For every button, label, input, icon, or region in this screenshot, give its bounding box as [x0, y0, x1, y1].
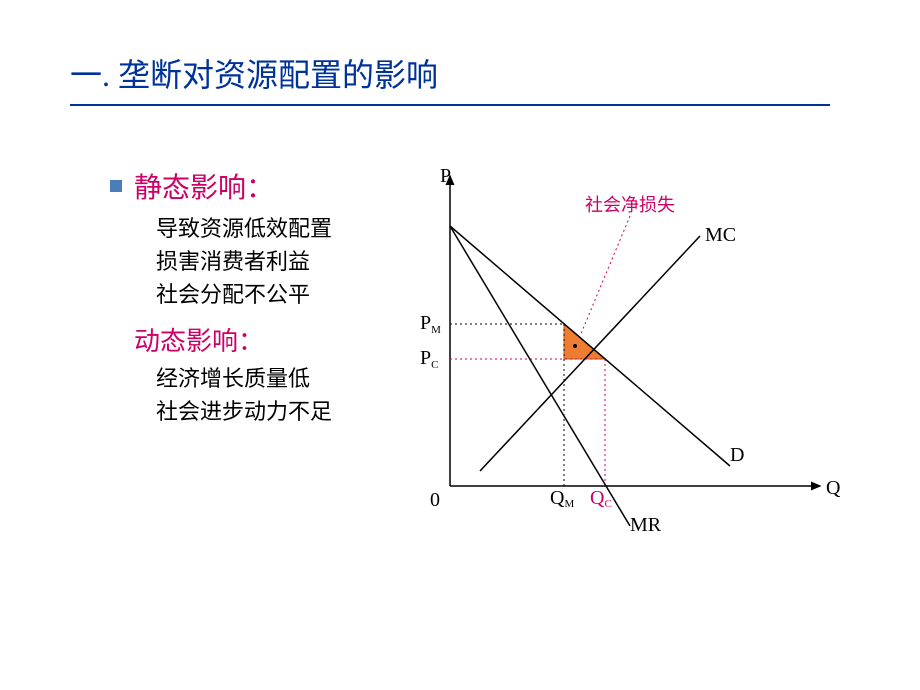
- dwl-label: 社会净损失: [585, 195, 675, 215]
- mc-label: MC: [705, 224, 736, 246]
- dynamic-line: 经济增长质量低: [156, 362, 380, 395]
- d-label: D: [730, 444, 744, 466]
- demand-curve: [450, 226, 730, 466]
- content: 静态影响： 导致资源低效配置 损害消费者利益 社会分配不公平 动态影响： 经济增…: [70, 166, 850, 561]
- static-heading: 静态影响：: [134, 166, 274, 206]
- static-line: 损害消费者利益: [156, 245, 380, 278]
- dynamic-line: 社会进步动力不足: [156, 395, 380, 428]
- mr-curve: [450, 226, 630, 526]
- pc-label: PC: [420, 347, 438, 371]
- origin-label: 0: [430, 489, 440, 511]
- dynamic-lines: 经济增长质量低 社会进步动力不足: [110, 362, 380, 428]
- pm-label: PM: [420, 312, 441, 336]
- text-column: 静态影响： 导致资源低效配置 损害消费者利益 社会分配不公平 动态影响： 经济增…: [70, 166, 380, 561]
- slide-title: 一. 垄断对资源配置的影响: [70, 50, 850, 96]
- static-line: 社会分配不公平: [156, 278, 380, 311]
- dynamic-heading: 动态影响：: [110, 321, 380, 358]
- qm-label: QM: [550, 487, 574, 510]
- bullet-icon: [110, 180, 122, 192]
- dwl-dot: [573, 344, 577, 348]
- static-heading-row: 静态影响：: [110, 166, 380, 206]
- mr-label: MR: [630, 514, 662, 536]
- economics-chart: P Q 0 社会净损失 MC D: [410, 166, 840, 556]
- static-lines: 导致资源低效配置 损害消费者利益 社会分配不公平: [110, 212, 380, 311]
- mc-curve: [480, 236, 700, 471]
- title-underline: [70, 104, 830, 106]
- p-axis-label: P: [440, 166, 451, 187]
- chart-column: P Q 0 社会净损失 MC D: [410, 166, 850, 561]
- q-axis-label: Q: [826, 477, 840, 499]
- static-line: 导致资源低效配置: [156, 212, 380, 245]
- slide: 一. 垄断对资源配置的影响 静态影响： 导致资源低效配置 损害消费者利益 社会分…: [0, 0, 920, 690]
